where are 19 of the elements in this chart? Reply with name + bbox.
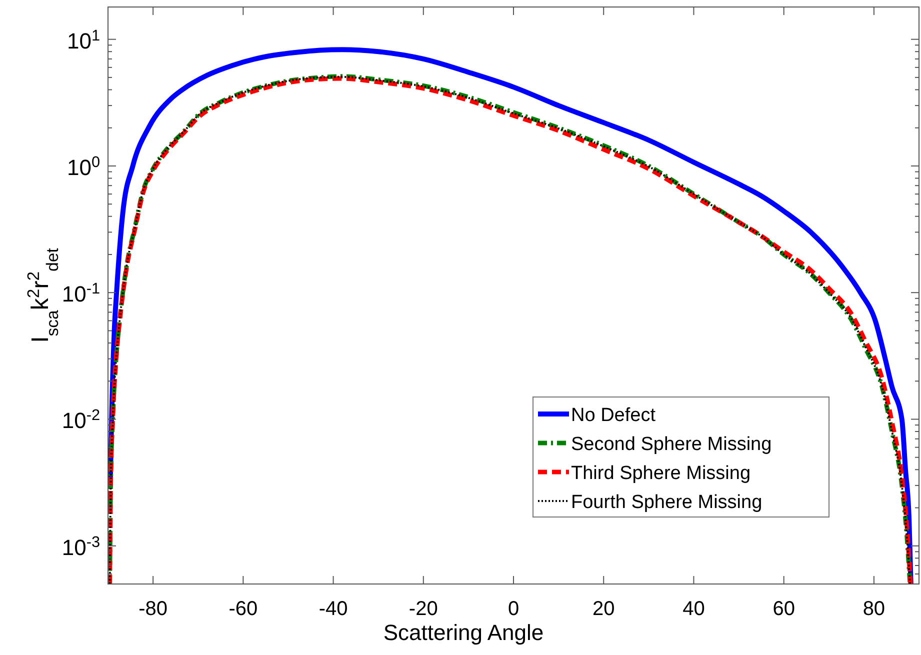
y-tick-label: 10$^{1}$ xyxy=(66,26,100,54)
x-tick-label: 60 xyxy=(772,598,795,620)
legend-label: Second Sphere Missing xyxy=(571,434,772,455)
x-tick-label: -20 xyxy=(408,598,438,620)
y-tick-label: 10$^{-1}$ xyxy=(62,280,100,307)
y-tick-label: 10$^{-3}$ xyxy=(62,533,100,560)
y-tick-label: 10$^{-2}$ xyxy=(62,406,100,434)
x-tick-label: -80 xyxy=(138,598,168,620)
legend-label: No Defect xyxy=(571,405,656,426)
legend-label: Fourth Sphere Missing xyxy=(571,492,762,513)
x-axis-title: Scattering Angle xyxy=(383,620,544,645)
x-tick-label: 20 xyxy=(592,598,615,620)
legend-label: Third Sphere Missing xyxy=(571,463,751,484)
x-tick-label: -40 xyxy=(318,598,348,620)
x-tick-label: 40 xyxy=(682,598,705,620)
x-tick-label: 0 xyxy=(508,598,520,620)
y-tick-label: 10$^{0}$ xyxy=(66,153,100,180)
x-tick-label: 80 xyxy=(862,598,886,620)
x-tick-label: -60 xyxy=(228,598,258,620)
